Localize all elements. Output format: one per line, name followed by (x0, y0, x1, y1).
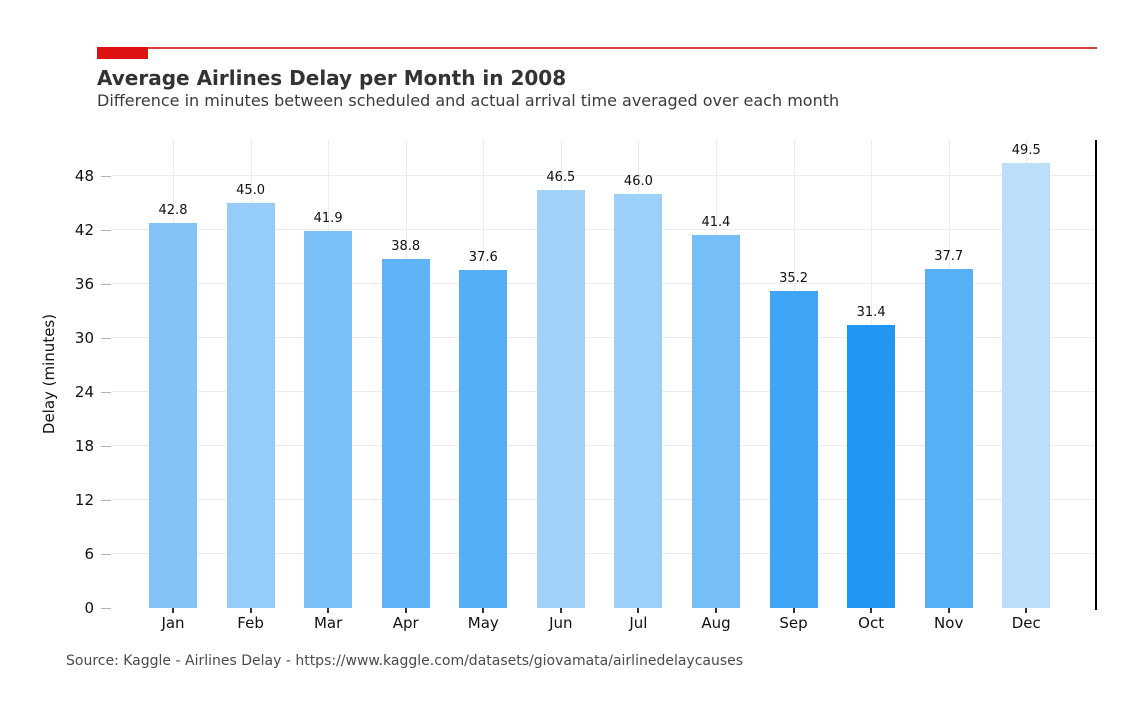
y-tick-mark (101, 554, 111, 555)
x-tick-mark (249, 608, 252, 613)
bar-sep (769, 291, 818, 608)
x-tick-label-apr: Apr (392, 614, 419, 632)
source-note: Source: Kaggle - Airlines Delay - https:… (66, 653, 744, 669)
x-tick-mark (482, 608, 485, 613)
x-tick-label-may: May (467, 614, 499, 632)
bar-may (459, 269, 508, 608)
bar-aug (691, 235, 740, 608)
x-tick-label-jul: Jul (629, 614, 648, 632)
h-gridline (112, 445, 1097, 446)
bar-value-label: 31.4 (856, 305, 886, 321)
h-gridline (112, 229, 1097, 230)
bar-feb (226, 203, 275, 608)
x-tick-label-oct: Oct (858, 614, 885, 632)
bar-apr (381, 258, 430, 608)
bar-dec (1002, 162, 1051, 608)
x-tick-mark (870, 608, 873, 613)
x-tick-label-jun: Jun (549, 614, 573, 632)
bar-value-label: 37.7 (934, 248, 964, 264)
right-spine (1095, 140, 1097, 610)
bar-mar (304, 230, 353, 608)
x-tick-label-feb: Feb (237, 614, 264, 632)
y-tick-mark (101, 500, 111, 501)
h-gridline (112, 175, 1097, 176)
y-tick-label: 18 (74, 437, 94, 455)
x-tick-label-mar: Mar (313, 614, 343, 632)
h-gridline (112, 499, 1097, 500)
y-tick-label: 0 (84, 599, 94, 617)
y-tick-label: 30 (74, 329, 94, 347)
chart-subtitle: Difference in minutes between scheduled … (97, 91, 840, 110)
accent-rule-line (97, 47, 1097, 49)
y-tick-label: 12 (74, 491, 94, 509)
h-gridline (112, 391, 1097, 392)
h-gridline (112, 283, 1097, 284)
x-tick-mark (559, 608, 562, 613)
plot-area: 42.8 Jan 45.0 Feb 41.9 Mar 38.8 Apr 37.6 May 46.5 J… (112, 140, 1097, 632)
y-tick-label: 36 (74, 275, 94, 293)
x-tick-label-sep: Sep (779, 614, 808, 632)
x-tick-mark (172, 608, 174, 613)
bar-value-label: 46.0 (623, 174, 653, 189)
x-tick-mark (1025, 608, 1028, 613)
y-tick-label: 6 (84, 545, 94, 563)
h-gridline (112, 337, 1097, 338)
y-tick-mark (101, 392, 111, 393)
bar-value-label: 45.0 (236, 183, 266, 198)
bar-nov (924, 268, 973, 608)
bar-jun (536, 189, 585, 608)
x-tick-label-nov: Nov (934, 614, 964, 632)
accent-red-block (97, 47, 148, 59)
y-tick-mark (101, 608, 111, 609)
x-tick-mark (404, 608, 407, 613)
y-tick-mark (101, 338, 111, 339)
x-tick-label-jan: Jan (161, 614, 185, 632)
y-tick-label: 48 (74, 167, 94, 185)
bar-oct (847, 325, 896, 608)
bar-value-label: 49.5 (1011, 142, 1041, 158)
x-tick-mark (947, 608, 950, 613)
x-tick-label-aug: Aug (701, 614, 731, 632)
y-tick-mark (101, 176, 111, 177)
h-gridline (112, 553, 1097, 554)
chart-title: Average Airlines Delay per Month in 2008 (97, 66, 567, 90)
bar-value-label: 35.2 (779, 271, 809, 287)
x-tick-mark (637, 608, 640, 613)
x-tick-label-dec: Dec (1011, 614, 1041, 632)
y-tick-label: 24 (74, 383, 94, 401)
x-tick-mark (714, 608, 717, 613)
bar-value-label: 42.8 (158, 202, 188, 218)
x-tick-mark (792, 608, 795, 613)
bar-jan (149, 222, 197, 608)
bar-value-label: 38.8 (391, 238, 421, 254)
bar-value-label: 37.6 (468, 249, 498, 265)
bar-value-label: 41.4 (701, 215, 731, 231)
bar-jul (614, 194, 663, 608)
bar-value-label: 41.9 (313, 210, 343, 226)
y-tick-mark (101, 446, 111, 447)
y-tick-label: 42 (74, 221, 94, 239)
y-tick-mark (101, 230, 111, 231)
bar-value-label: 46.5 (546, 169, 576, 185)
x-tick-mark (327, 608, 330, 613)
y-tick-mark (101, 284, 111, 285)
